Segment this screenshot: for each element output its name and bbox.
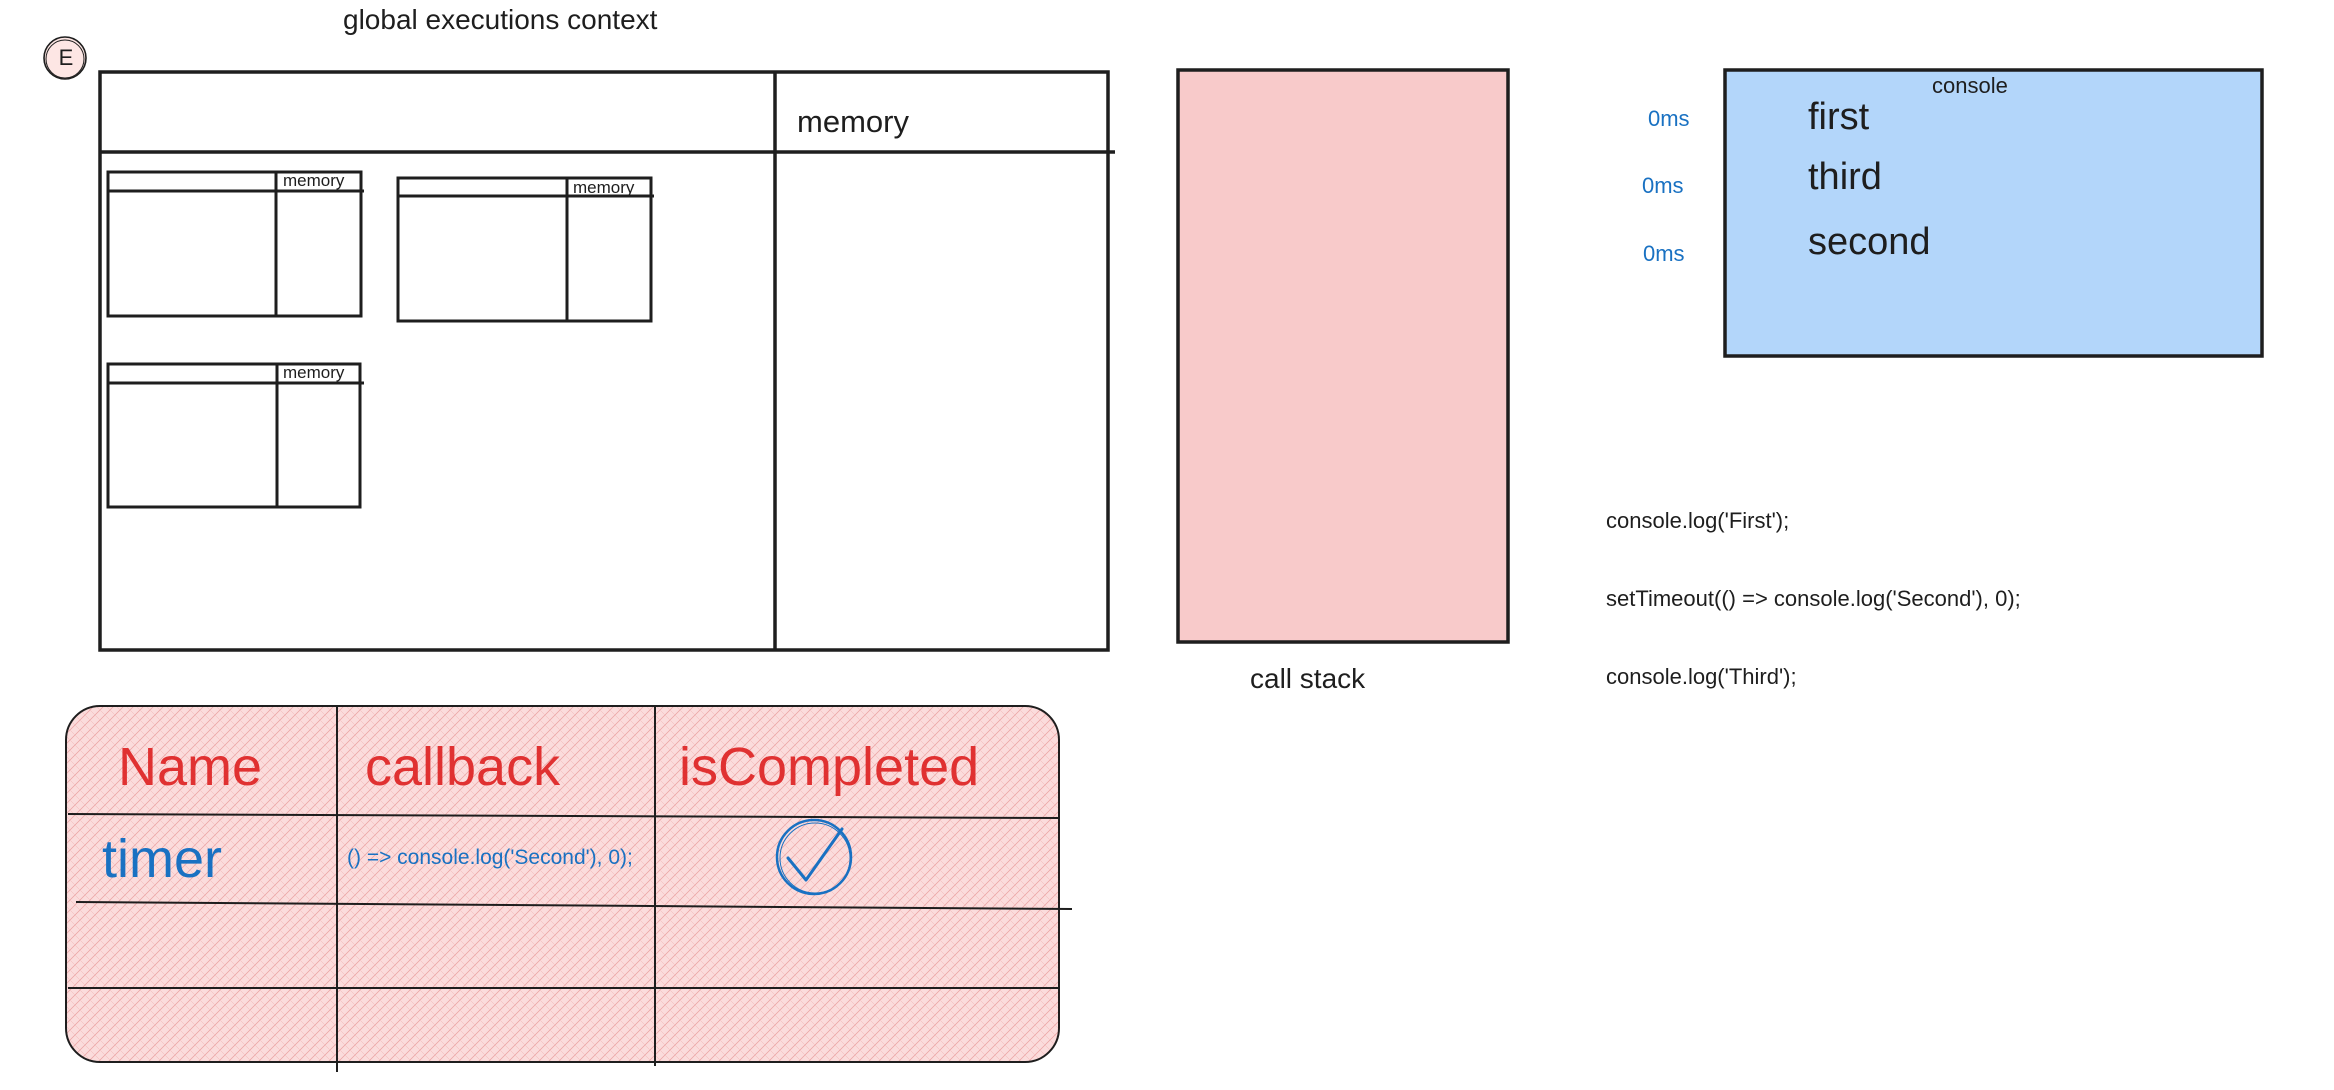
- mini-context-box-2: [396, 176, 654, 323]
- console-title: console: [1932, 73, 2008, 98]
- console-box: [1723, 68, 2264, 358]
- check-circle-icon: [775, 818, 853, 896]
- mini-context-memory-label: memory: [283, 171, 345, 190]
- console-timing-label: 0ms: [1643, 241, 1685, 266]
- console-output-line: first: [1808, 96, 1870, 138]
- call-stack-box: [1176, 68, 1510, 644]
- call-stack-label: call stack: [1250, 663, 1366, 694]
- global-execution-context-box: [98, 70, 1115, 652]
- code-line: console.log('Third');: [1606, 664, 1797, 689]
- mini-context-memory-label: memory: [573, 178, 635, 197]
- console-output-line: second: [1808, 221, 1931, 263]
- table-header-callback: callback: [365, 737, 561, 797]
- console-timing-label: 0ms: [1642, 173, 1684, 198]
- table-header-name: Name: [118, 737, 263, 797]
- gec-memory-label: memory: [797, 104, 909, 139]
- console-output-line: third: [1808, 156, 1882, 198]
- table-cell-callback: () => console.log('Second'), 0);: [347, 846, 633, 869]
- code-snippet: console.log('First'); setTimeout(() => c…: [1606, 456, 2021, 742]
- global-execution-context-title: global executions context: [343, 4, 658, 35]
- avatar-letter: E: [58, 45, 74, 70]
- code-line: setTimeout(() => console.log('Second'), …: [1606, 586, 2021, 611]
- mini-context-box-1: [106, 170, 364, 318]
- code-line: console.log('First');: [1606, 508, 1790, 533]
- table-header-is-completed: isCompleted: [679, 737, 980, 797]
- mini-context-memory-label: memory: [283, 363, 345, 382]
- console-timing-label: 0ms: [1648, 106, 1690, 131]
- table-cell-name: timer: [102, 829, 222, 889]
- avatar-badge[interactable]: [43, 36, 87, 80]
- mini-context-box-3: [106, 362, 364, 509]
- timer-table: [65, 705, 1073, 1072]
